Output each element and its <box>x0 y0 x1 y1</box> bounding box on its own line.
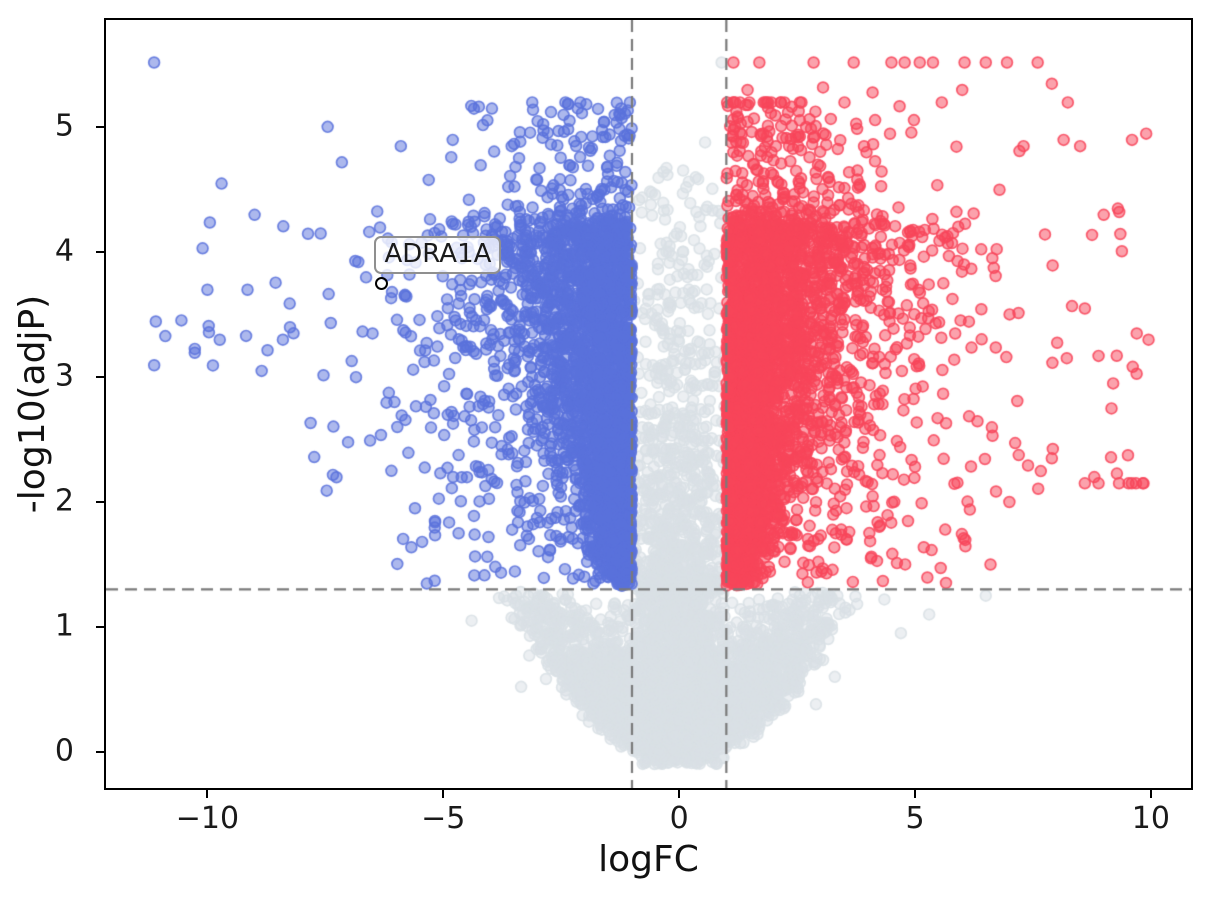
x-tick-mark <box>206 790 209 798</box>
y-tick-label: 0 <box>54 733 74 769</box>
y-axis-label: -log10(adjP) <box>12 294 53 514</box>
y-tick-label: 5 <box>54 108 74 144</box>
x-tick-label: 0 <box>669 801 689 836</box>
y-tick-label: 3 <box>54 358 74 394</box>
y-tick-mark <box>96 126 104 129</box>
annotation-point-marker <box>374 276 388 290</box>
y-tick-mark <box>96 750 104 753</box>
y-tick-label: 2 <box>54 483 74 519</box>
x-tick-mark <box>442 790 445 798</box>
plot-area <box>106 20 1191 788</box>
x-tick-label: −10 <box>175 801 240 836</box>
x-axis-label: logFC <box>598 839 699 880</box>
y-tick-mark <box>96 625 104 628</box>
x-tick-mark <box>914 790 917 798</box>
x-tick-label: −5 <box>421 801 466 836</box>
x-tick-label: 5 <box>905 801 925 836</box>
y-tick-label: 4 <box>54 233 74 269</box>
x-tick-label: 10 <box>1131 801 1170 836</box>
y-tick-mark <box>96 501 104 504</box>
y-tick-mark <box>96 251 104 254</box>
y-tick-label: 1 <box>54 608 74 644</box>
annotation-label: ADRA1A <box>374 236 502 274</box>
y-tick-mark <box>96 376 104 379</box>
x-tick-mark <box>1149 790 1152 798</box>
x-tick-mark <box>678 790 681 798</box>
